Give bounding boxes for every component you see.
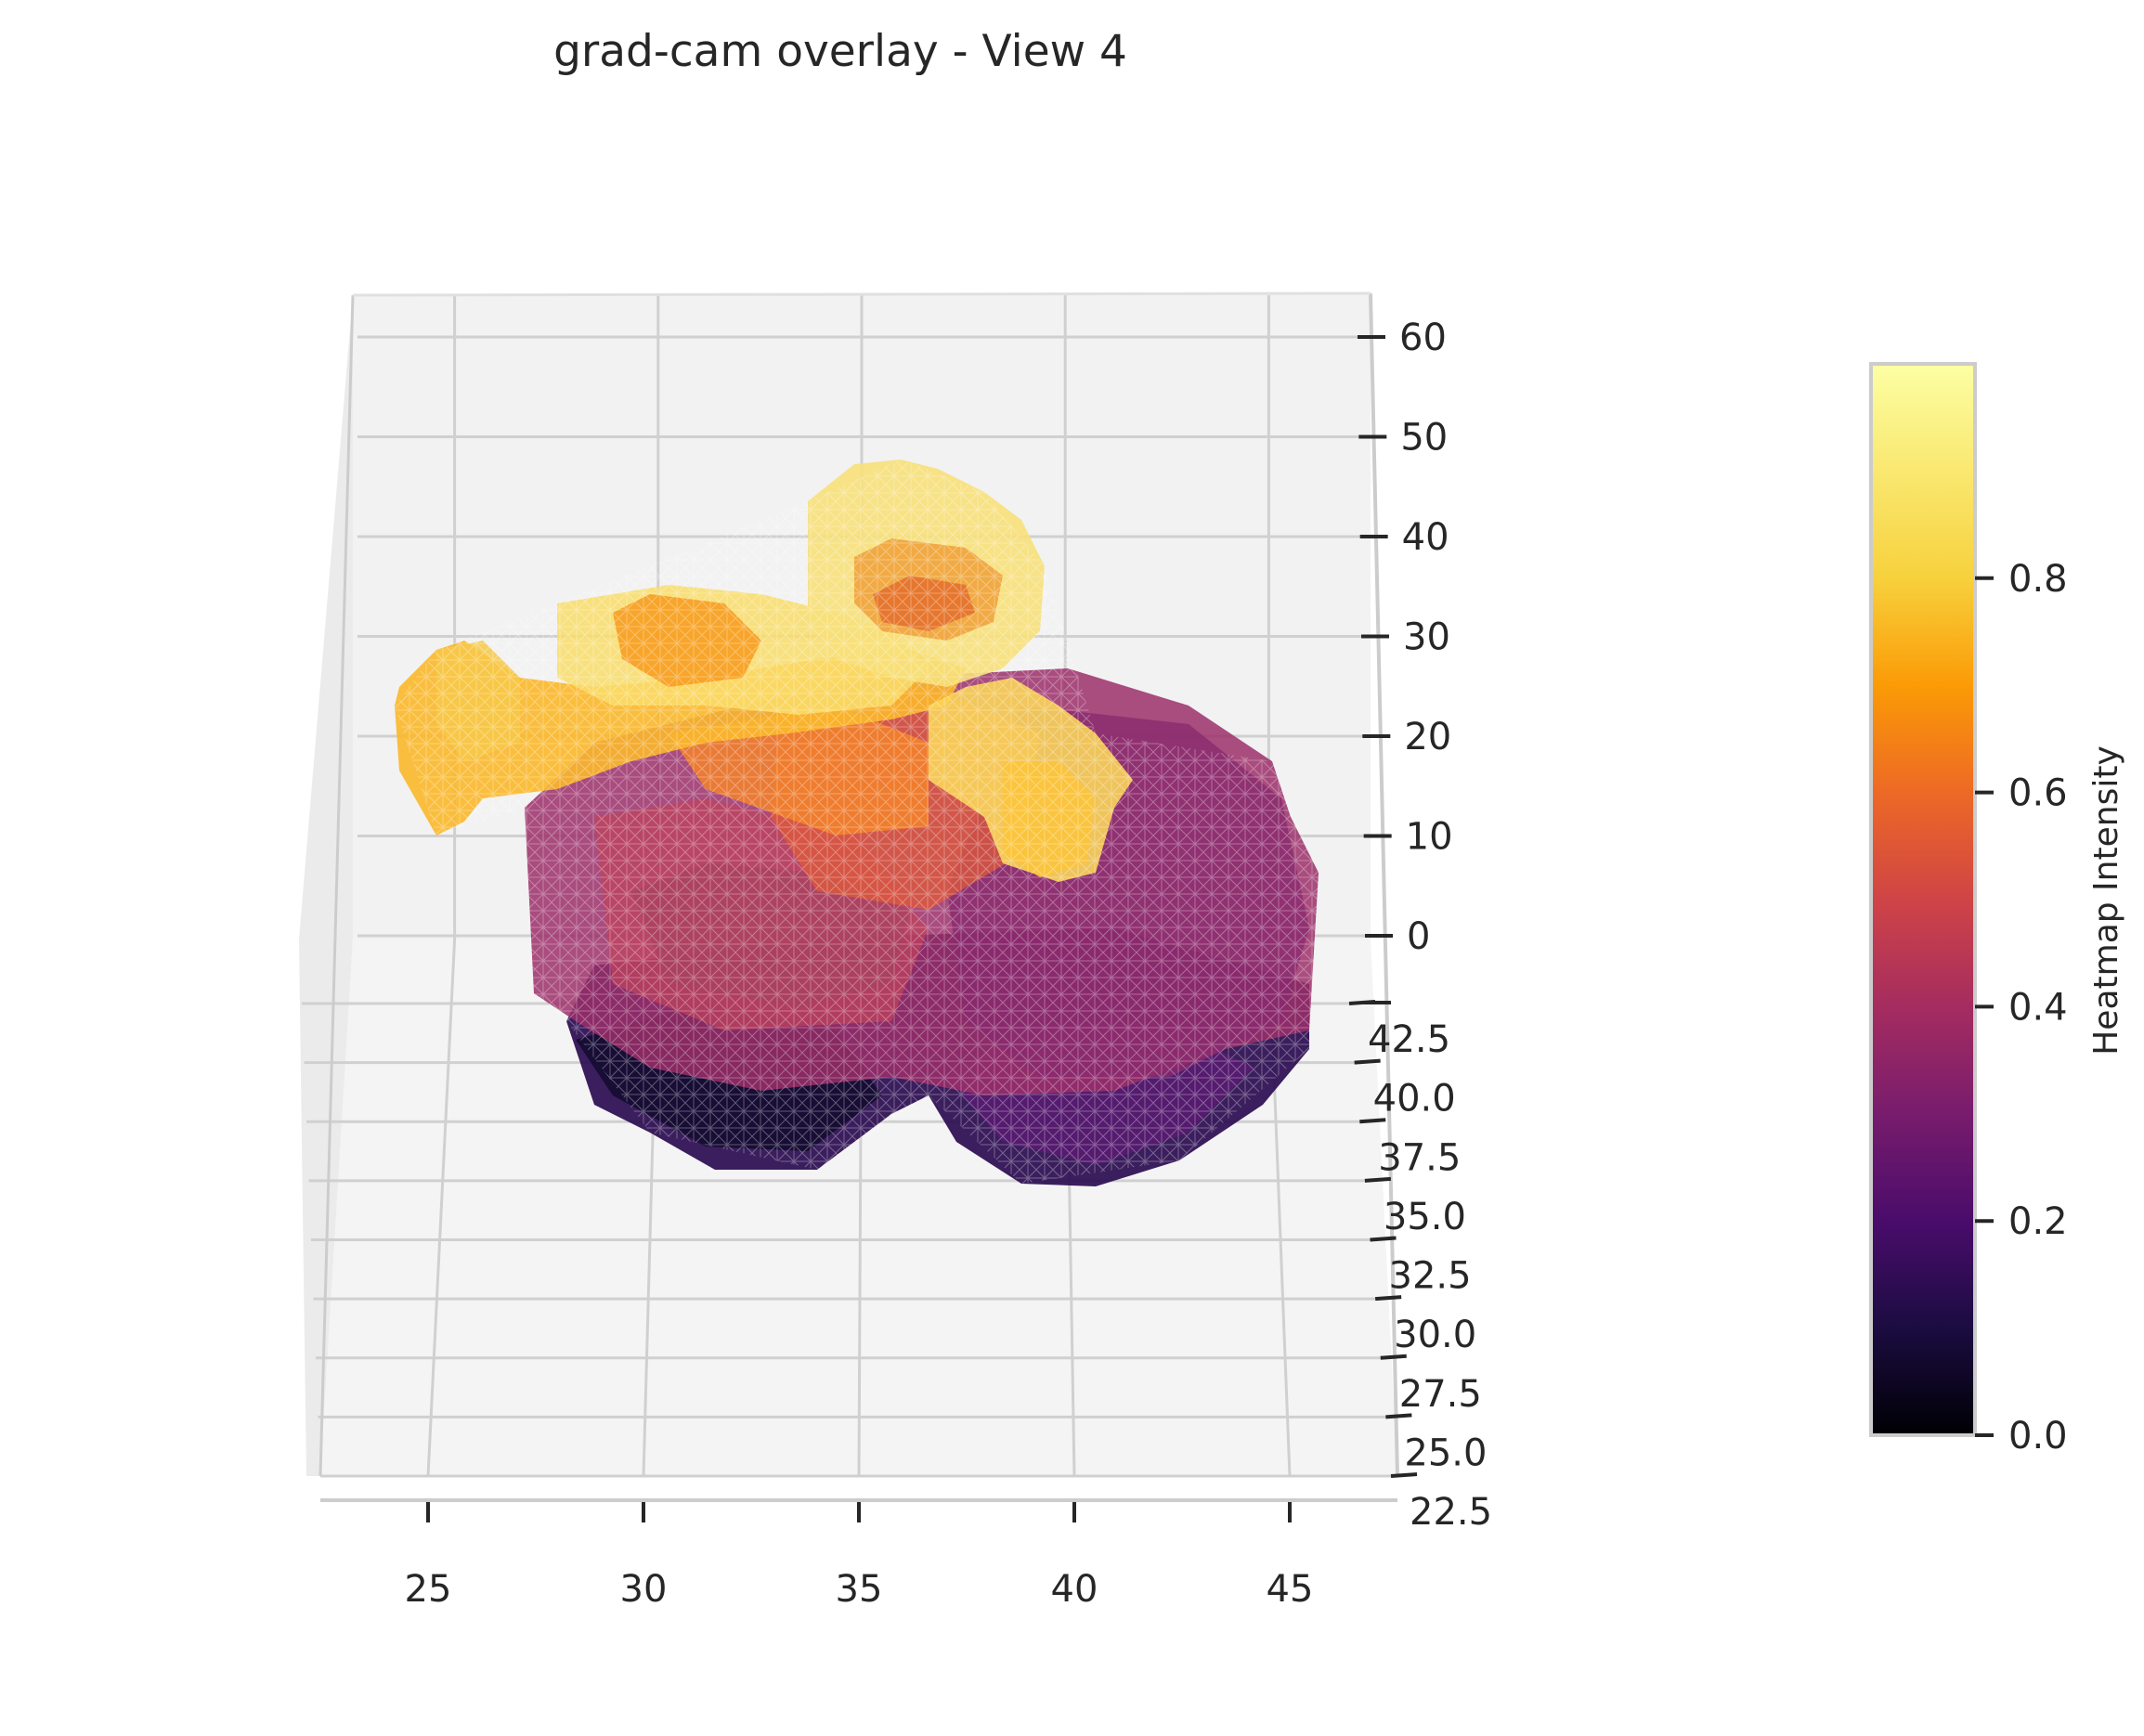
- z-tick-label: 10: [1406, 816, 1453, 859]
- y-tick-label: 42.5: [1368, 1018, 1450, 1061]
- y-tick-mark: [1359, 1118, 1386, 1124]
- z-tick-label: 50: [1400, 417, 1448, 460]
- x-tick-label: 40: [1051, 1568, 1098, 1611]
- y-tick-label: 35.0: [1384, 1196, 1466, 1238]
- colorbar-label: Heatmap Intensity: [2087, 745, 2125, 1056]
- grid-line: [426, 939, 457, 1477]
- colorbar-ticks: 0.0 0.2 0.4 0.6 0.8: [1975, 558, 2068, 1457]
- surface-mesh: [395, 460, 1319, 1186]
- y-tick-label: 27.5: [1399, 1373, 1482, 1416]
- x-tick-label: 25: [405, 1568, 452, 1611]
- z-tick-label: 60: [1399, 317, 1447, 359]
- z-tick-label: 30: [1403, 616, 1450, 659]
- y-tick-label: 30.0: [1394, 1314, 1476, 1356]
- colorbar-tick-label: 0.2: [2008, 1200, 2068, 1243]
- colorbar-tick-label: 0.6: [2008, 772, 2068, 815]
- colorbar-tick-label: 0.8: [2008, 558, 2068, 601]
- x-tick-label: 35: [836, 1568, 883, 1611]
- y-tick-mark: [1374, 1295, 1402, 1302]
- y-tick-label: 40.0: [1373, 1078, 1456, 1121]
- left-axis-line: [318, 294, 355, 1477]
- z-tick-label: 0: [1407, 915, 1430, 958]
- z-tick-label: 20: [1404, 716, 1451, 758]
- colorbar-gradient: [1869, 362, 1977, 1437]
- y-tick-label: 32.5: [1389, 1255, 1472, 1298]
- y-tick-mark: [1385, 1413, 1412, 1419]
- colorbar-tick-label: 0.0: [2008, 1415, 2068, 1457]
- x-ticks: 25 30 35 40 45: [405, 1502, 1314, 1611]
- chart-title: grad-cam overlay - View 4: [553, 26, 1127, 77]
- y-tick-mark: [1364, 1176, 1392, 1183]
- mesh-overlay: [395, 460, 1319, 1184]
- x-tick-label: 45: [1267, 1568, 1314, 1611]
- y-ticks: 22.5 25.0 27.5 30.0 32.5 35.0 37.5 40.0 42.5: [1348, 1000, 1492, 1534]
- y-tick-mark: [1390, 1472, 1418, 1478]
- y-tick-mark: [1380, 1354, 1407, 1360]
- x-tick-label: 30: [620, 1568, 668, 1611]
- colorbar-tick-label: 0.4: [2008, 986, 2068, 1029]
- y-tick-mark: [1354, 1058, 1381, 1065]
- colorbar: 0.0 0.2 0.4 0.6 0.8 Heatmap Intensity: [1869, 362, 2125, 1457]
- y-axis-line: [1369, 292, 1399, 1477]
- z-tick-label: 40: [1402, 516, 1449, 559]
- y-tick-mark: [1370, 1236, 1397, 1242]
- y-tick-label: 25.0: [1404, 1432, 1487, 1474]
- top-axis-line: [352, 291, 1371, 297]
- y-tick-label: 37.5: [1378, 1136, 1461, 1179]
- z-ticks: 0 10 20 30 40 50 60: [1358, 317, 1453, 1004]
- y-tick-label: 22.5: [1410, 1491, 1492, 1534]
